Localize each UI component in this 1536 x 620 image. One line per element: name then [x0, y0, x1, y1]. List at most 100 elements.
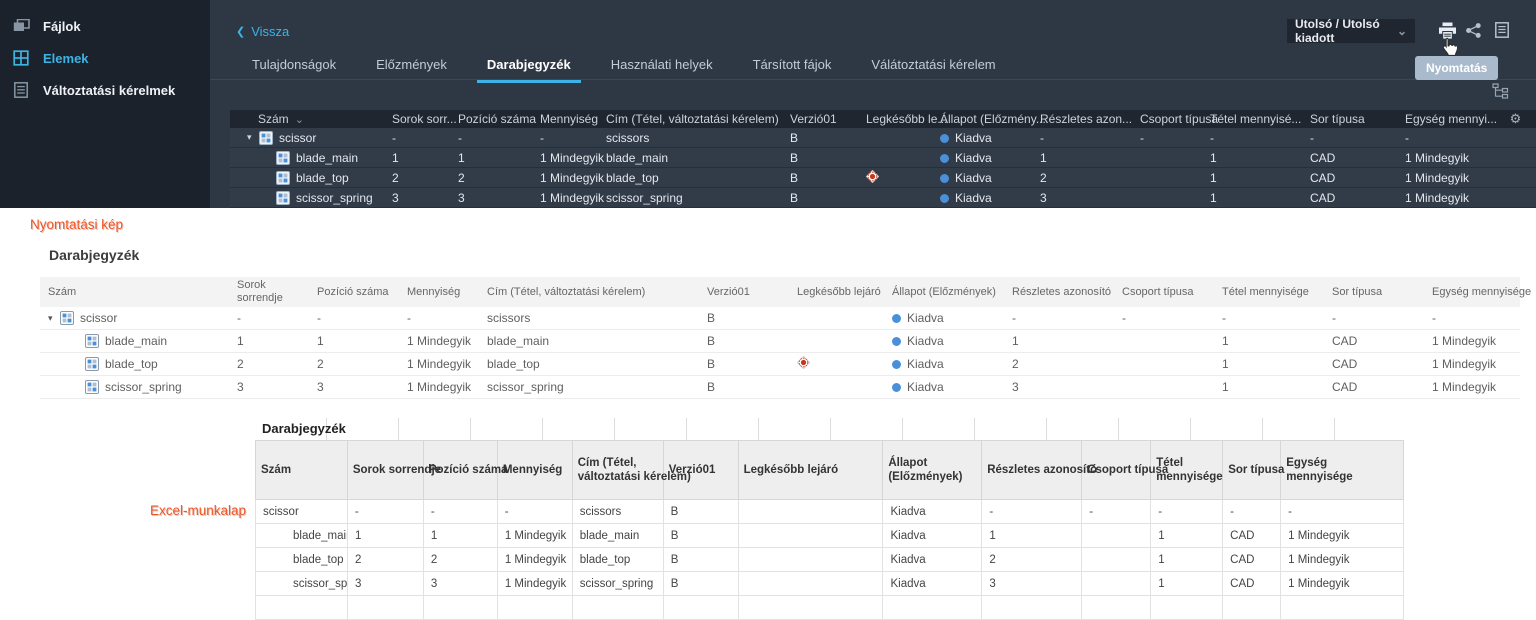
table-row[interactable]: blade_main 1 1 1 Mindegyik blade_main B Kiadva… [230, 148, 1536, 168]
expand-triangle-icon[interactable]: ▾ [48, 312, 53, 323]
column-header: Legkésőbb lejáró [797, 285, 881, 298]
sidebar-item-valtoztatasi-kerelmek[interactable]: Változtatási kérelmek [0, 74, 210, 106]
column-header[interactable]: Részletes azon... [1040, 112, 1133, 126]
cell-pozicio: 1 [458, 150, 465, 165]
part-name: scissor [256, 500, 348, 524]
cell-sor_tipusa: CAD [1223, 572, 1282, 596]
tab-darabjegyzek[interactable]: Darabjegyzék [476, 57, 581, 83]
column-header[interactable]: Pozíció száma [458, 112, 537, 126]
clipboard-icon[interactable] [1495, 22, 1509, 43]
column-header: Egység mennyisége [1432, 285, 1532, 298]
back-link[interactable]: ❮ Vissza [236, 24, 289, 39]
cell-egyseg: 1 Mindegyik [1281, 548, 1405, 572]
column-header[interactable]: Egység mennyi... [1405, 112, 1498, 126]
tabs: Tulajdonságok Előzmények Darabjegyzék Ha… [252, 57, 996, 83]
cell-sor_tipusa: CAD [1332, 334, 1358, 348]
part-name: blade_main [256, 524, 348, 548]
status-released-dot [940, 153, 949, 163]
printer-icon[interactable] [1438, 22, 1457, 44]
table-header-row: Szám Sorok sorrendje Pozíció száma Mennyisé… [40, 277, 1532, 307]
version-selector-value: Utolsó / Utolsó kiadott [1295, 17, 1380, 45]
cell-reszletes: - [1012, 311, 1016, 325]
cell-reszletes: 2 [982, 548, 1083, 572]
column-header[interactable]: Állapot (Előzmény... [940, 112, 1046, 126]
cell-tetel: 1 [1222, 380, 1229, 394]
cell-egyseg: 1 Mindegyik [1405, 170, 1470, 185]
cell-empty [1151, 596, 1224, 620]
table-row[interactable]: blade_top 2 2 1 Mindegyik blade_top B Kiadva 2 1… [230, 168, 1536, 188]
share-icon[interactable] [1466, 23, 1481, 43]
table-row[interactable]: ▾ scissor - - - scissors B Kiadva - - - - - [230, 128, 1536, 148]
back-label: Vissza [251, 24, 290, 39]
expired-diamond-icon [796, 356, 811, 372]
sidebar-item-label: Változtatási kérelmek [43, 82, 176, 98]
cell-pozicio: 1 [423, 524, 498, 548]
column-header: Sor típusa [1223, 441, 1284, 499]
excel-worksheet-table: Darabjegyzék Szám Sorok sorrendje Pozíció s… [255, 418, 1405, 620]
status-released-dot [892, 337, 901, 346]
cell-tetel: 1 [1151, 524, 1224, 548]
cell-reszletes: 1 [982, 524, 1083, 548]
preview-title: Darabjegyzék [49, 247, 140, 263]
cell-mennyiseg: - [497, 500, 573, 524]
column-header: Tétel mennyisége [1222, 285, 1309, 298]
column-header[interactable]: Mennyiség [540, 112, 599, 126]
column-header: Cím (Tétel, változtatási kérelem) [487, 285, 646, 298]
cell-mennyiseg: 1 Mindegyik [407, 380, 472, 394]
structure-tree-icon[interactable] [1492, 83, 1509, 104]
sidebar-item-elemek[interactable]: Elemek [0, 42, 210, 74]
part-name: blade_main [105, 334, 168, 348]
tab-tulajdonsagok[interactable]: Tulajdonságok [252, 57, 337, 72]
cell-verzio: B [663, 524, 739, 548]
column-header[interactable]: Tétel mennyisé... [1210, 112, 1302, 126]
status-released-dot [940, 133, 949, 143]
part-icon [85, 334, 99, 348]
sidebar-item-fajlok[interactable]: Fájlok [0, 10, 210, 42]
expand-triangle-icon[interactable]: ▾ [247, 132, 252, 142]
cell-sorok: - [237, 311, 241, 325]
table-row: scissor - - - scissors B Kiadva - - - - - [255, 500, 1404, 524]
part-icon [60, 311, 74, 325]
table-row[interactable]: scissor_spring 3 3 1 Mindegyik scissor_sprin… [230, 188, 1536, 208]
part-name: scissor_spring [296, 190, 373, 205]
cell-sor_tipusa: CAD [1332, 357, 1358, 371]
bom-table: Szám ⌄ Sorok sorr... Pozíció száma Mennyiség… [230, 110, 1536, 208]
status-released-dot [892, 314, 901, 323]
cell-egyseg: 1 Mindegyik [1432, 357, 1497, 371]
cell-allapot: Kiadva [938, 191, 1038, 205]
expired-diamond-icon [865, 169, 880, 186]
cell-empty [883, 596, 983, 620]
sort-caret-icon: ⌄ [294, 114, 304, 126]
status-released-dot [940, 193, 949, 203]
cell-tetel: - [1222, 311, 1226, 325]
cell-tetel: 1 [1210, 190, 1217, 205]
column-header[interactable]: Sor típusa [1310, 112, 1365, 126]
column-header[interactable]: Csoport típusa [1140, 112, 1219, 126]
chevron-down-icon: ⌄ [1396, 24, 1407, 38]
table-settings-gear-icon[interactable]: ⚙ [1509, 111, 1522, 126]
cell-empty [663, 596, 739, 620]
column-header[interactable]: Cím (Tétel, változtatási kérelem) [606, 112, 779, 126]
column-header[interactable]: Szám ⌄ [258, 112, 304, 126]
annotation-excel: Excel-munkalap [150, 503, 247, 518]
tab-tarsitott-fajok[interactable]: Társított fájok [752, 57, 832, 72]
cell-pozicio: - [423, 500, 498, 524]
tab-valtoztatasi-kerelem[interactable]: Válátoztatási kérelem [871, 57, 996, 72]
column-header[interactable]: Legkésőbb le... [866, 112, 948, 126]
cell-legkesobb [738, 548, 884, 572]
column-header: Verzió01 [664, 441, 739, 499]
cell-pozicio: - [317, 311, 321, 325]
cell-cim: scissor_spring [487, 380, 564, 394]
part-name: blade_top [105, 357, 158, 371]
version-selector[interactable]: Utolsó / Utolsó kiadott ⌄ [1287, 17, 1415, 45]
table-row: blade_top 2 2 1 Mindegyik blade_top B Kiadva 2 1… [255, 548, 1405, 572]
cell-sorok: 3 [392, 190, 399, 205]
cell-sor_tipusa: CAD [1310, 170, 1336, 185]
column-header[interactable]: Verzió01 [790, 112, 837, 126]
tab-hasznalati-helyek[interactable]: Használati helyek [610, 57, 713, 72]
table-row: scissor_spring 3 3 1 Mindegyik scissor_sprin… [40, 376, 1520, 399]
tab-elozmenyek[interactable]: Előzmények [376, 57, 447, 72]
cell-csoport [1082, 524, 1152, 548]
cell-verzio: B [707, 357, 716, 371]
column-header[interactable]: Sorok sorr... [392, 112, 457, 126]
